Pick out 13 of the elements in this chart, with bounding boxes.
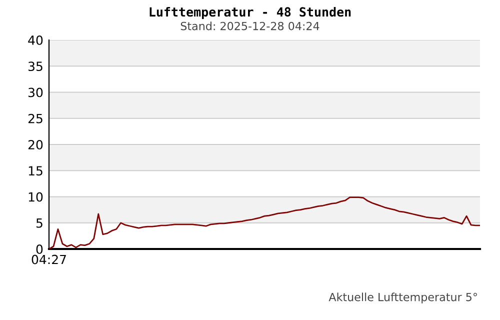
- chart-subtitle: Stand: 2025-12-28 04:24: [180, 22, 320, 30]
- y-tick-label: 15: [28, 166, 42, 176]
- y-tick-label: 5: [36, 218, 42, 228]
- y-tick-label: 10: [28, 192, 43, 202]
- text: Aktuelle Lufttemperatur 5°: [328, 292, 477, 304]
- y-tick-label: 0: [36, 244, 43, 254]
- chart-title: Lufttemperatur - 48 Stunden: [150, 6, 351, 20]
- y-tick-label: 35: [28, 62, 42, 72]
- y-tick-label: 20: [28, 140, 43, 150]
- y-tick-label: 30: [28, 88, 43, 98]
- y-tick-label: 25: [28, 114, 42, 124]
- y-tick-label: 40: [28, 35, 43, 45]
- x-tick-label: 04:27: [32, 254, 66, 264]
